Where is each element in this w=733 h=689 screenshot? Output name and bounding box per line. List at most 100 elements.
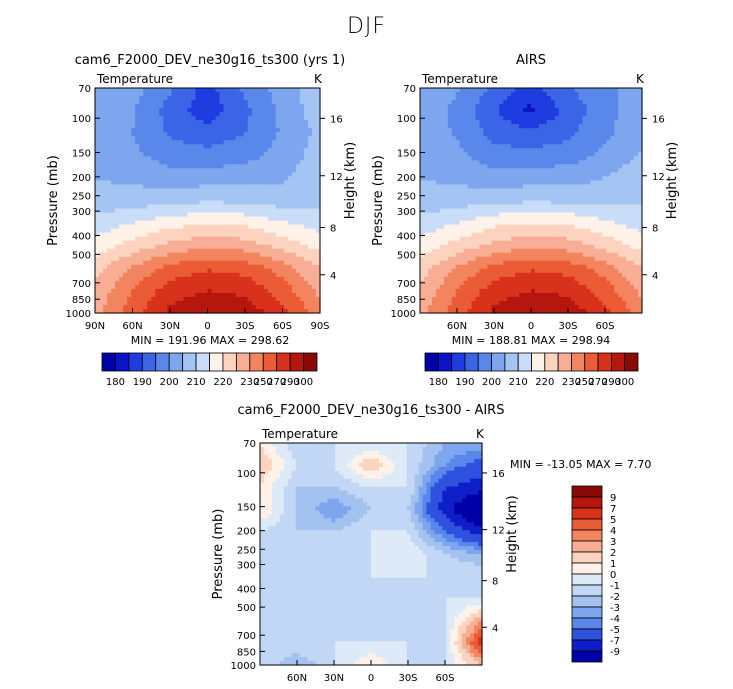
field-cell bbox=[207, 136, 213, 141]
field-cell bbox=[115, 132, 120, 137]
field-cell bbox=[534, 188, 540, 194]
field-cell bbox=[483, 204, 488, 210]
field-cell bbox=[167, 252, 172, 258]
field-cell bbox=[167, 88, 172, 93]
field-cell bbox=[147, 120, 152, 125]
field-cell bbox=[311, 272, 317, 278]
field-cell bbox=[590, 120, 596, 125]
field-cell bbox=[307, 140, 313, 145]
field-cell bbox=[163, 184, 168, 190]
field-cell bbox=[598, 120, 603, 125]
field-cell bbox=[542, 104, 548, 109]
field-cell bbox=[459, 188, 465, 194]
field-cell bbox=[562, 184, 568, 190]
field-cell bbox=[558, 196, 564, 202]
field-cell bbox=[511, 188, 516, 194]
field-cell bbox=[255, 116, 261, 121]
field-cell bbox=[423, 104, 429, 109]
field-cell bbox=[307, 144, 313, 149]
field-cell bbox=[179, 88, 184, 93]
field-cell bbox=[439, 108, 445, 113]
field-cell bbox=[235, 120, 241, 125]
field-cell bbox=[594, 96, 599, 101]
field-cell bbox=[315, 244, 321, 250]
field-cell bbox=[307, 132, 313, 137]
field-cell bbox=[311, 100, 317, 105]
field-cell bbox=[179, 180, 184, 186]
field-cell bbox=[175, 108, 180, 113]
field-cell bbox=[131, 308, 136, 314]
field-cell bbox=[455, 132, 461, 137]
field-cell bbox=[455, 156, 461, 161]
field-cell bbox=[95, 108, 100, 113]
field-cell bbox=[247, 288, 253, 294]
field-cell bbox=[147, 256, 152, 262]
field-cell bbox=[171, 192, 176, 198]
field-cell bbox=[255, 224, 261, 230]
field-cell bbox=[203, 260, 209, 266]
field-cell bbox=[634, 120, 639, 125]
field-cell bbox=[263, 108, 269, 113]
field-cell bbox=[582, 88, 588, 93]
field-cell bbox=[558, 124, 564, 129]
field-cell bbox=[451, 100, 457, 105]
field-cell bbox=[307, 224, 313, 230]
field-cell bbox=[586, 148, 592, 153]
field-cell bbox=[451, 112, 457, 117]
field-cell bbox=[455, 128, 461, 133]
field-cell bbox=[570, 192, 576, 198]
field-cell bbox=[95, 148, 100, 153]
field-cell bbox=[227, 92, 233, 97]
field-cell bbox=[447, 124, 453, 129]
field-cell bbox=[163, 232, 168, 238]
field-cell bbox=[243, 268, 249, 274]
field-cell bbox=[287, 268, 293, 274]
field-cell bbox=[427, 100, 433, 105]
field-cell bbox=[199, 212, 205, 218]
field-cell bbox=[594, 148, 599, 153]
field-cell bbox=[420, 176, 425, 182]
field-cell bbox=[191, 300, 197, 306]
field-cell bbox=[303, 284, 309, 290]
field-cell bbox=[239, 232, 245, 238]
field-cell bbox=[227, 132, 233, 137]
field-cell bbox=[223, 172, 229, 177]
field-cell bbox=[251, 188, 257, 194]
field-cell bbox=[119, 128, 124, 133]
field-cell bbox=[554, 96, 560, 101]
field-cell bbox=[259, 108, 265, 113]
field-cell bbox=[251, 108, 257, 113]
field-cell bbox=[107, 296, 112, 302]
field-cell bbox=[287, 192, 293, 198]
field-cell bbox=[471, 180, 477, 186]
field-cell bbox=[207, 256, 213, 262]
field-cell bbox=[606, 164, 611, 169]
field-cell bbox=[435, 132, 441, 137]
field-cell bbox=[175, 200, 180, 206]
field-cell bbox=[243, 248, 249, 254]
field-cell bbox=[203, 276, 209, 282]
field-cell bbox=[315, 276, 321, 282]
field-cell bbox=[275, 220, 281, 226]
field-cell bbox=[159, 292, 164, 298]
field-cell bbox=[95, 96, 100, 101]
field-cell bbox=[223, 220, 229, 226]
field-cell bbox=[447, 112, 453, 117]
field-cell bbox=[107, 192, 112, 198]
field-cell bbox=[191, 152, 197, 157]
field-cell bbox=[626, 112, 631, 117]
field-cell bbox=[303, 120, 309, 125]
field-cell bbox=[467, 152, 473, 157]
field-cell bbox=[199, 188, 205, 194]
field-cell bbox=[163, 144, 168, 149]
field-cell bbox=[195, 92, 201, 97]
field-cell bbox=[586, 196, 592, 202]
field-cell bbox=[307, 104, 313, 109]
field-cell bbox=[255, 108, 261, 113]
field-cell bbox=[199, 308, 205, 314]
field-cell bbox=[491, 188, 496, 194]
field-cell bbox=[439, 192, 445, 198]
field-cell bbox=[211, 196, 217, 202]
field-cell bbox=[311, 140, 317, 145]
field-cell bbox=[243, 276, 249, 282]
